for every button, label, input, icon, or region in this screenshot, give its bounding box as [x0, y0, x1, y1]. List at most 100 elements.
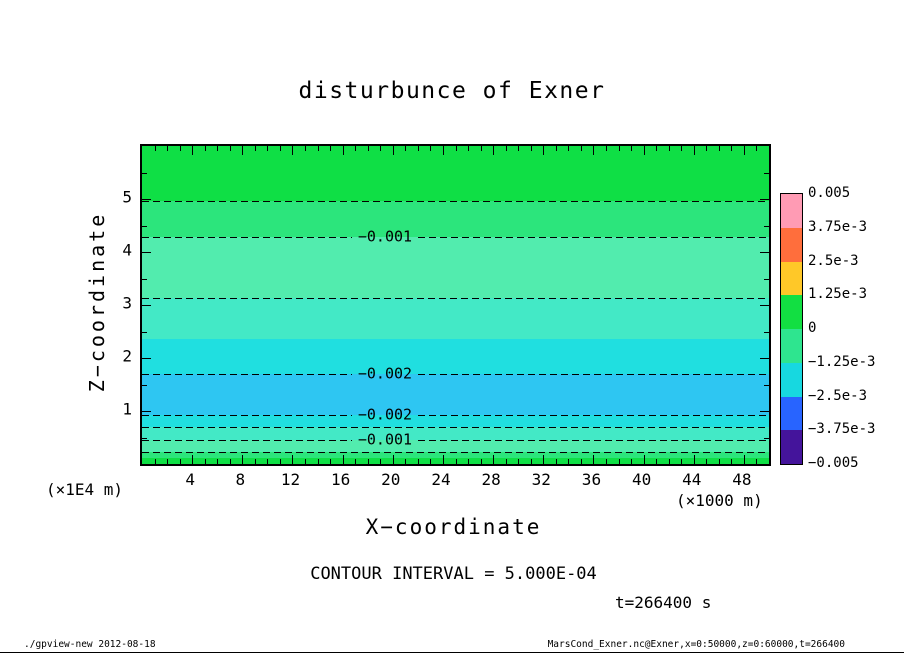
- x-tick: [455, 146, 457, 151]
- x-tick: [392, 146, 394, 155]
- contour-line: [142, 298, 769, 300]
- x-tick: [167, 459, 169, 464]
- y-tick: [760, 199, 769, 200]
- x-tick-label: 44: [682, 470, 702, 489]
- x-tick: [279, 459, 281, 464]
- x-tick: [468, 459, 470, 464]
- colorbar-segment: [781, 329, 802, 363]
- x-tick: [305, 459, 307, 464]
- colorbar-label: 0: [808, 320, 817, 336]
- x-tick: [681, 146, 683, 151]
- y-tick: [760, 358, 769, 359]
- x-tick: [254, 146, 256, 151]
- colorbar-segment: [781, 396, 802, 431]
- x-tick: [493, 455, 495, 464]
- x-tick: [355, 146, 357, 151]
- contour-line: [142, 426, 769, 428]
- x-tick: [618, 146, 620, 151]
- colorbar-label: −1.25e-3: [808, 353, 876, 370]
- x-tick: [593, 146, 595, 155]
- x-tick: [330, 146, 332, 151]
- y-tick: [760, 411, 769, 412]
- x-tick: [342, 146, 344, 155]
- x-tick: [631, 146, 633, 151]
- x-tick: [442, 146, 444, 155]
- y-tick: [142, 437, 147, 439]
- contour-line: [142, 373, 353, 375]
- color-band: [142, 201, 769, 238]
- color-band: [142, 373, 769, 416]
- y-tick: [142, 225, 147, 227]
- x-tick: [480, 459, 482, 464]
- y-tick: [764, 172, 769, 174]
- x-tick: [706, 459, 708, 464]
- x-tick: [480, 146, 482, 151]
- x-tick: [756, 459, 758, 464]
- y-tick-label: 2: [122, 346, 132, 366]
- x-tick: [605, 459, 607, 464]
- x-tick: [317, 459, 319, 464]
- page-bottom-rule: [0, 652, 904, 653]
- x-tick: [505, 146, 507, 151]
- y-tick: [764, 278, 769, 280]
- x-axis-label: X−coordinate: [365, 515, 542, 539]
- y-tick: [142, 384, 147, 386]
- y-tick-label: 1: [122, 399, 132, 419]
- colorbar-segment: [781, 261, 802, 296]
- y-tick: [764, 331, 769, 333]
- x-tick: [417, 459, 419, 464]
- y-tick: [142, 411, 151, 412]
- x-tick-label: 8: [235, 470, 246, 489]
- x-tick-label: 16: [330, 470, 351, 489]
- contour-interval-note: CONTOUR INTERVAL = 5.000E-04: [310, 564, 597, 584]
- x-tick: [643, 146, 645, 155]
- y-tick: [142, 331, 147, 333]
- y-tick: [764, 384, 769, 386]
- colorbar-segment: [781, 362, 802, 397]
- x-tick: [417, 146, 419, 151]
- y-tick: [764, 437, 769, 439]
- x-tick: [380, 146, 382, 151]
- x-tick: [305, 146, 307, 151]
- x-axis-unit: (×1000 m): [676, 491, 763, 510]
- x-tick: [493, 146, 495, 155]
- contour-line: [417, 237, 769, 239]
- x-tick: [756, 146, 758, 151]
- colorbar-label: −0.005: [808, 455, 859, 471]
- footer-source: MarsCond_Exner.nc@Exner,x=0:50000,z=0:60…: [547, 639, 845, 650]
- contour-label: −0.002: [357, 405, 413, 424]
- colorbar-segment: [781, 295, 802, 329]
- x-tick: [530, 146, 532, 151]
- contour-label: −0.001: [357, 227, 413, 246]
- color-band: [142, 440, 769, 452]
- x-tick: [192, 146, 194, 155]
- x-tick: [518, 146, 520, 151]
- y-tick: [142, 358, 151, 359]
- x-tick: [430, 459, 432, 464]
- x-tick: [668, 459, 670, 464]
- x-tick-label: 12: [280, 470, 301, 489]
- x-tick: [468, 146, 470, 151]
- x-tick: [656, 146, 658, 151]
- x-tick: [631, 459, 633, 464]
- x-tick-label: 20: [381, 470, 401, 489]
- x-tick: [568, 146, 570, 151]
- x-tick: [555, 146, 557, 151]
- x-tick: [367, 459, 369, 464]
- x-tick: [254, 459, 256, 464]
- x-tick: [668, 146, 670, 151]
- x-tick: [568, 459, 570, 464]
- x-tick: [580, 459, 582, 464]
- x-tick-label: 4: [185, 470, 195, 489]
- x-tick: [154, 459, 156, 464]
- color-band: [142, 146, 769, 202]
- x-tick-label: 40: [631, 470, 652, 489]
- x-tick: [442, 455, 444, 464]
- x-tick-label: 28: [481, 470, 501, 489]
- x-tick: [292, 455, 294, 464]
- x-tick: [731, 459, 733, 464]
- x-tick: [743, 146, 745, 155]
- y-tick: [760, 252, 769, 253]
- y-tick: [142, 305, 151, 306]
